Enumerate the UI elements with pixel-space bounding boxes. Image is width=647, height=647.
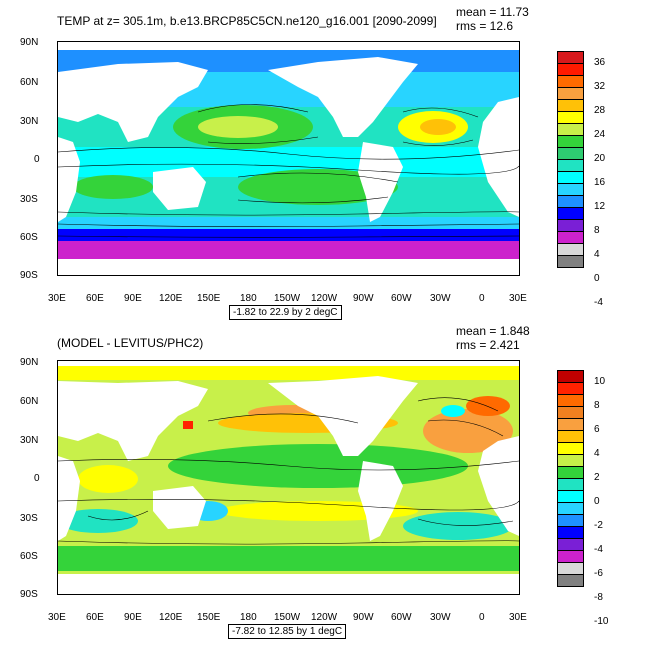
p1-lat-60n: 60N xyxy=(20,77,39,88)
p2-lat-0: 0 xyxy=(34,473,40,484)
p1-range-label: -1.82 to 22.9 by 2 degC xyxy=(229,305,342,320)
p1-lon-90w: 90W xyxy=(353,293,374,304)
p1-lon-120e: 120E xyxy=(159,293,183,304)
p2-arctic-band xyxy=(58,366,519,380)
p2-lon-120e: 120E xyxy=(159,612,183,623)
p2-io-yellow xyxy=(78,465,138,493)
colorbar-label: 6 xyxy=(594,424,600,435)
panel1-map xyxy=(57,41,520,276)
colorbar-label: 8 xyxy=(594,400,600,411)
p1-lon-150w: 150W xyxy=(274,293,301,304)
p1-lon-120w: 120W xyxy=(311,293,338,304)
p2-lat-60n: 60N xyxy=(20,396,39,407)
colorbar-label: 20 xyxy=(594,153,606,164)
colorbar-label: 4 xyxy=(594,249,600,260)
colorbar-label: -10 xyxy=(594,616,609,627)
p2-lon-180: 180 xyxy=(240,612,257,623)
p2-satl-cool xyxy=(403,512,513,540)
p2-so-band xyxy=(58,546,519,571)
p2-lon-90w: 90W xyxy=(353,612,374,623)
panel1-map-svg xyxy=(58,42,519,275)
panel2-mean: mean = 1.848 xyxy=(456,324,530,338)
colorbar-label: 12 xyxy=(594,201,606,212)
colorbar-label: 32 xyxy=(594,81,606,92)
p2-colorbar xyxy=(557,370,584,587)
p2-lon-120w: 120W xyxy=(311,612,338,623)
p1-lon-60w: 60W xyxy=(391,293,412,304)
p2-lon-90e: 90E xyxy=(124,612,142,623)
p1-npac-gyre-core xyxy=(198,116,278,138)
p2-sind-cool xyxy=(58,509,138,533)
p1-band-antarctic xyxy=(58,241,519,259)
panel1-title: TEMP at z= 305.1m, b.e13.BRCP85C5CN.ne12… xyxy=(57,14,437,28)
panel2-title: (MODEL - LEVITUS/PHC2) xyxy=(57,336,204,350)
p1-lat-30s: 30S xyxy=(20,194,38,205)
p1-lat-90n: 90N xyxy=(20,37,39,48)
p1-colorbar xyxy=(557,51,584,268)
p2-lat-90n: 90N xyxy=(20,357,39,368)
colorbar-label: -4 xyxy=(594,297,603,308)
p2-lon-150w: 150W xyxy=(274,612,301,623)
p1-lon-30w: 30W xyxy=(430,293,451,304)
p1-spac-gyre xyxy=(238,169,398,205)
p2-lon-150e: 150E xyxy=(197,612,221,623)
p1-contours xyxy=(58,104,519,238)
colorbar-label: 2 xyxy=(594,472,600,483)
p2-range-label: -7.82 to 12.85 by 1 degC xyxy=(228,624,347,639)
panel1-mean: mean = 11.73 xyxy=(456,5,529,19)
colorbar-label: 8 xyxy=(594,225,600,236)
colorbar-label: 10 xyxy=(594,376,606,387)
p1-band-southern xyxy=(58,217,519,229)
p1-lat-90s: 90S xyxy=(20,270,38,281)
p1-lon-60e: 60E xyxy=(86,293,104,304)
p1-lon-150e: 150E xyxy=(197,293,221,304)
panel2-rms: rms = 2.421 xyxy=(456,338,520,352)
colorbar-label: 28 xyxy=(594,105,606,116)
colorbar-label: 0 xyxy=(594,273,600,284)
p1-lat-0: 0 xyxy=(34,154,40,165)
p1-lon-180: 180 xyxy=(240,293,257,304)
colorbar-label: 24 xyxy=(594,129,606,140)
p2-lat-30n: 30N xyxy=(20,435,39,446)
p2-lat-30s: 30S xyxy=(20,513,38,524)
colorbar-label: -8 xyxy=(594,592,603,603)
panel2-map xyxy=(57,360,520,595)
p2-lat-60s: 60S xyxy=(20,551,38,562)
p1-lat-60s: 60S xyxy=(20,232,38,243)
p1-sind-gyre xyxy=(73,175,153,199)
panel2-map-svg xyxy=(58,361,519,594)
p2-land xyxy=(58,361,519,594)
p1-lon-30e-end: 30E xyxy=(509,293,527,304)
p2-contours xyxy=(58,397,519,545)
panel1-rms: rms = 12.6 xyxy=(456,19,514,33)
p2-lon-30e: 30E xyxy=(48,612,66,623)
colorbar-label: -4 xyxy=(594,544,603,555)
colorbar-label: 36 xyxy=(594,57,606,68)
p1-lon-0: 0 xyxy=(479,293,485,304)
p2-eq-green xyxy=(168,444,468,488)
p2-labrador-cool xyxy=(441,405,465,417)
p1-band-acc xyxy=(58,229,519,241)
p2-lat-90s: 90S xyxy=(20,589,38,600)
p1-lat-30n: 30N xyxy=(20,116,39,127)
p2-natl-hot xyxy=(466,396,510,416)
p2-lon-60e: 60E xyxy=(86,612,104,623)
colorbar-label: 4 xyxy=(594,448,600,459)
p2-lon-60w: 60W xyxy=(391,612,412,623)
colorbar-label: 0 xyxy=(594,496,600,507)
p1-lon-90e: 90E xyxy=(124,293,142,304)
colorbar-label: -2 xyxy=(594,520,603,531)
colorbar-label: 16 xyxy=(594,177,606,188)
colorbar-label: -6 xyxy=(594,568,603,579)
p1-land xyxy=(58,42,519,275)
p1-natl-gyre-core xyxy=(420,119,456,135)
colorbar-cell xyxy=(557,255,584,268)
p2-lon-0: 0 xyxy=(479,612,485,623)
p2-lon-30w: 30W xyxy=(430,612,451,623)
p2-kuroshio-red xyxy=(183,421,193,429)
p2-lon-30e-end: 30E xyxy=(509,612,527,623)
colorbar-cell xyxy=(557,574,584,587)
p1-lon-30e: 30E xyxy=(48,293,66,304)
